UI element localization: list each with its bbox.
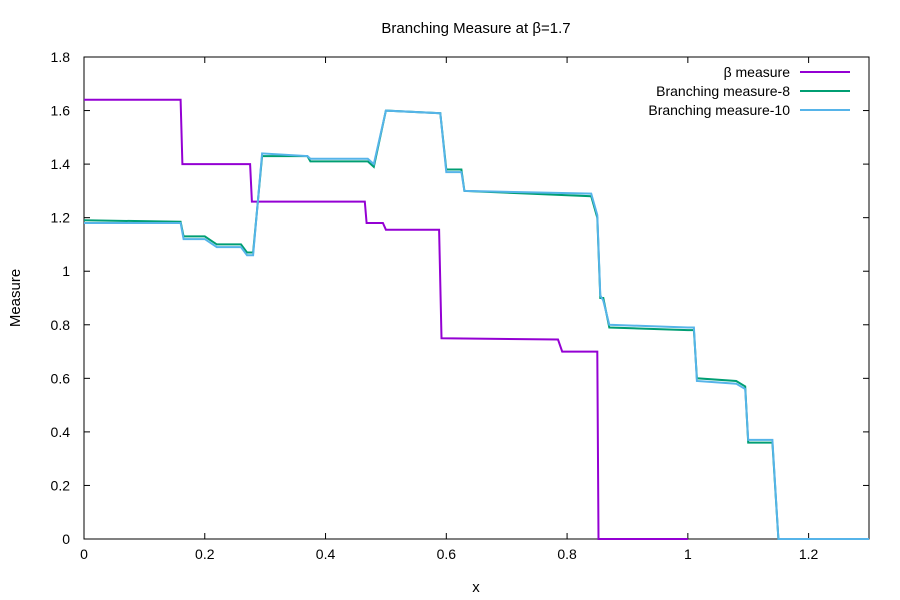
chart-title: Branching Measure at β=1.7 xyxy=(381,20,570,37)
series-line-2 xyxy=(84,109,869,540)
legend-label-0: β measure xyxy=(724,64,791,80)
y-tick-label: 0.4 xyxy=(51,424,71,440)
x-axis-label: x xyxy=(472,579,480,596)
y-tick-label: 0.2 xyxy=(51,477,71,493)
y-tick-label: 0 xyxy=(62,531,70,547)
x-tick-label: 0.4 xyxy=(316,546,336,562)
x-tick-label: 0.8 xyxy=(557,546,577,562)
y-tick-label: 1.8 xyxy=(51,49,71,65)
y-tick-label: 1.4 xyxy=(51,156,71,172)
plot-frame xyxy=(83,56,870,540)
x-tick-label: 0.6 xyxy=(437,546,457,562)
series-lines xyxy=(83,98,869,540)
x-tick-label: 1.2 xyxy=(799,546,819,562)
y-axis-label: Measure xyxy=(7,269,24,327)
axis-ticks: 0 0.2 0.4 0.6 0.8 1 1.2 0 0.2 0.4 0.6 0.8 1 1.2 1.4 1.6… xyxy=(51,49,869,562)
x-tick-label: 1 xyxy=(684,546,692,562)
legend-label-2: Branching measure-10 xyxy=(648,102,790,118)
legend: β measure Branching measure-8 Branching me… xyxy=(648,64,850,118)
y-tick-label: 1 xyxy=(62,263,70,279)
y-tick-label: 1.2 xyxy=(51,210,71,226)
y-tick-label: 0.8 xyxy=(51,317,71,333)
x-tick-label: 0.2 xyxy=(195,546,215,562)
y-tick-label: 0.6 xyxy=(51,370,71,386)
y-tick-label: 1.6 xyxy=(51,103,71,119)
series-line-0 xyxy=(84,98,688,540)
x-tick-label: 0 xyxy=(80,546,88,562)
legend-label-1: Branching measure-8 xyxy=(656,83,790,99)
series-line-1 xyxy=(83,109,869,540)
